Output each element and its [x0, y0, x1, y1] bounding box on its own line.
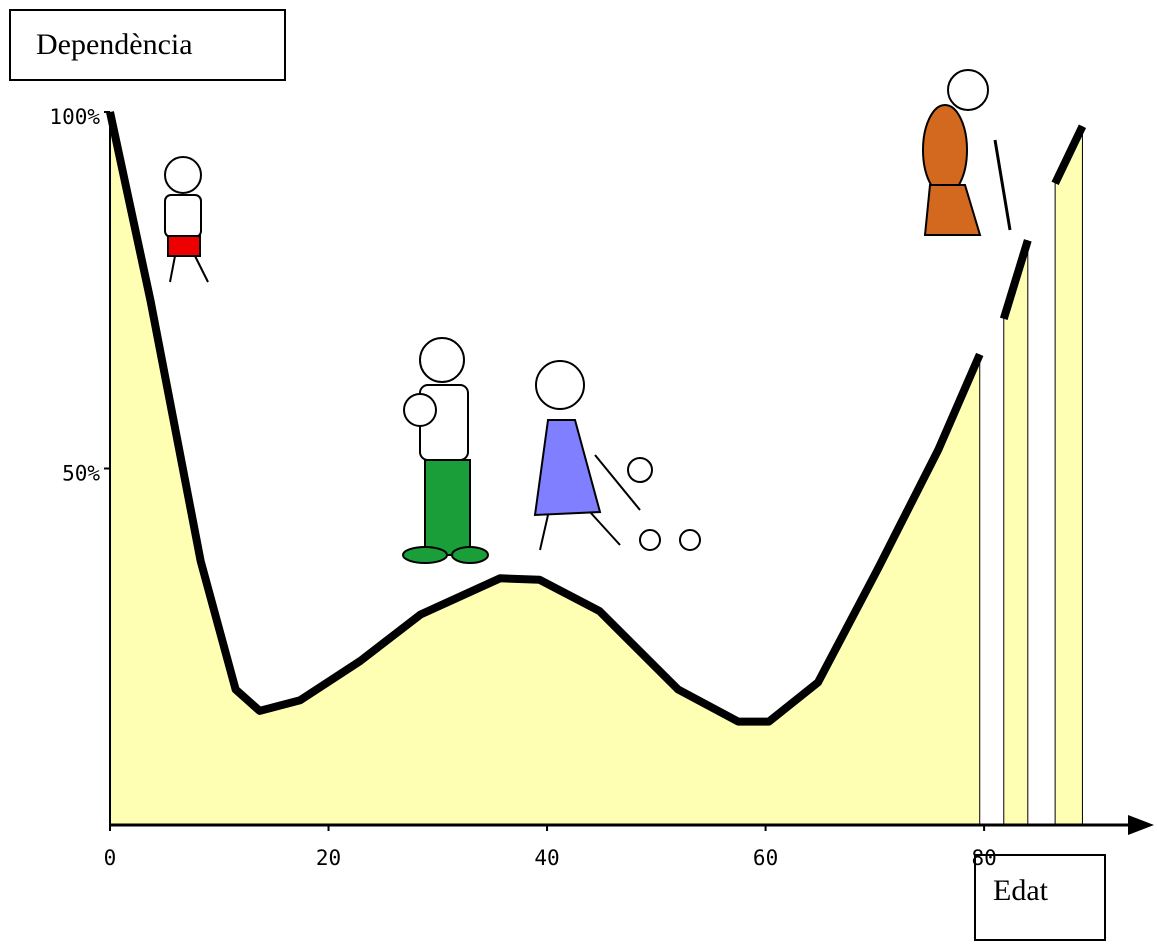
chart-title: Dependència [36, 28, 193, 61]
title-box [9, 9, 286, 81]
x-axis-arrow [1128, 815, 1154, 835]
x-tick-label: 80 [971, 846, 996, 870]
line [999, 239, 1032, 320]
line [106, 111, 984, 726]
x-axis-label: Edat [993, 874, 1049, 907]
x-tick-label: 60 [753, 846, 778, 870]
y-tick-label: 50% [62, 462, 100, 486]
woman-figure [533, 360, 701, 551]
x-label-box [974, 854, 1106, 941]
area [1003, 240, 1029, 826]
area [1054, 126, 1083, 826]
x-tick-label: 0 [104, 846, 117, 870]
child-figure [164, 156, 209, 283]
x-tick-label: 40 [534, 846, 559, 870]
y-tick-label: 100% [49, 105, 100, 129]
line [1051, 124, 1087, 186]
x-tick-label: 20 [316, 846, 341, 870]
man-figure [402, 337, 489, 564]
elder-figure [922, 69, 1012, 236]
